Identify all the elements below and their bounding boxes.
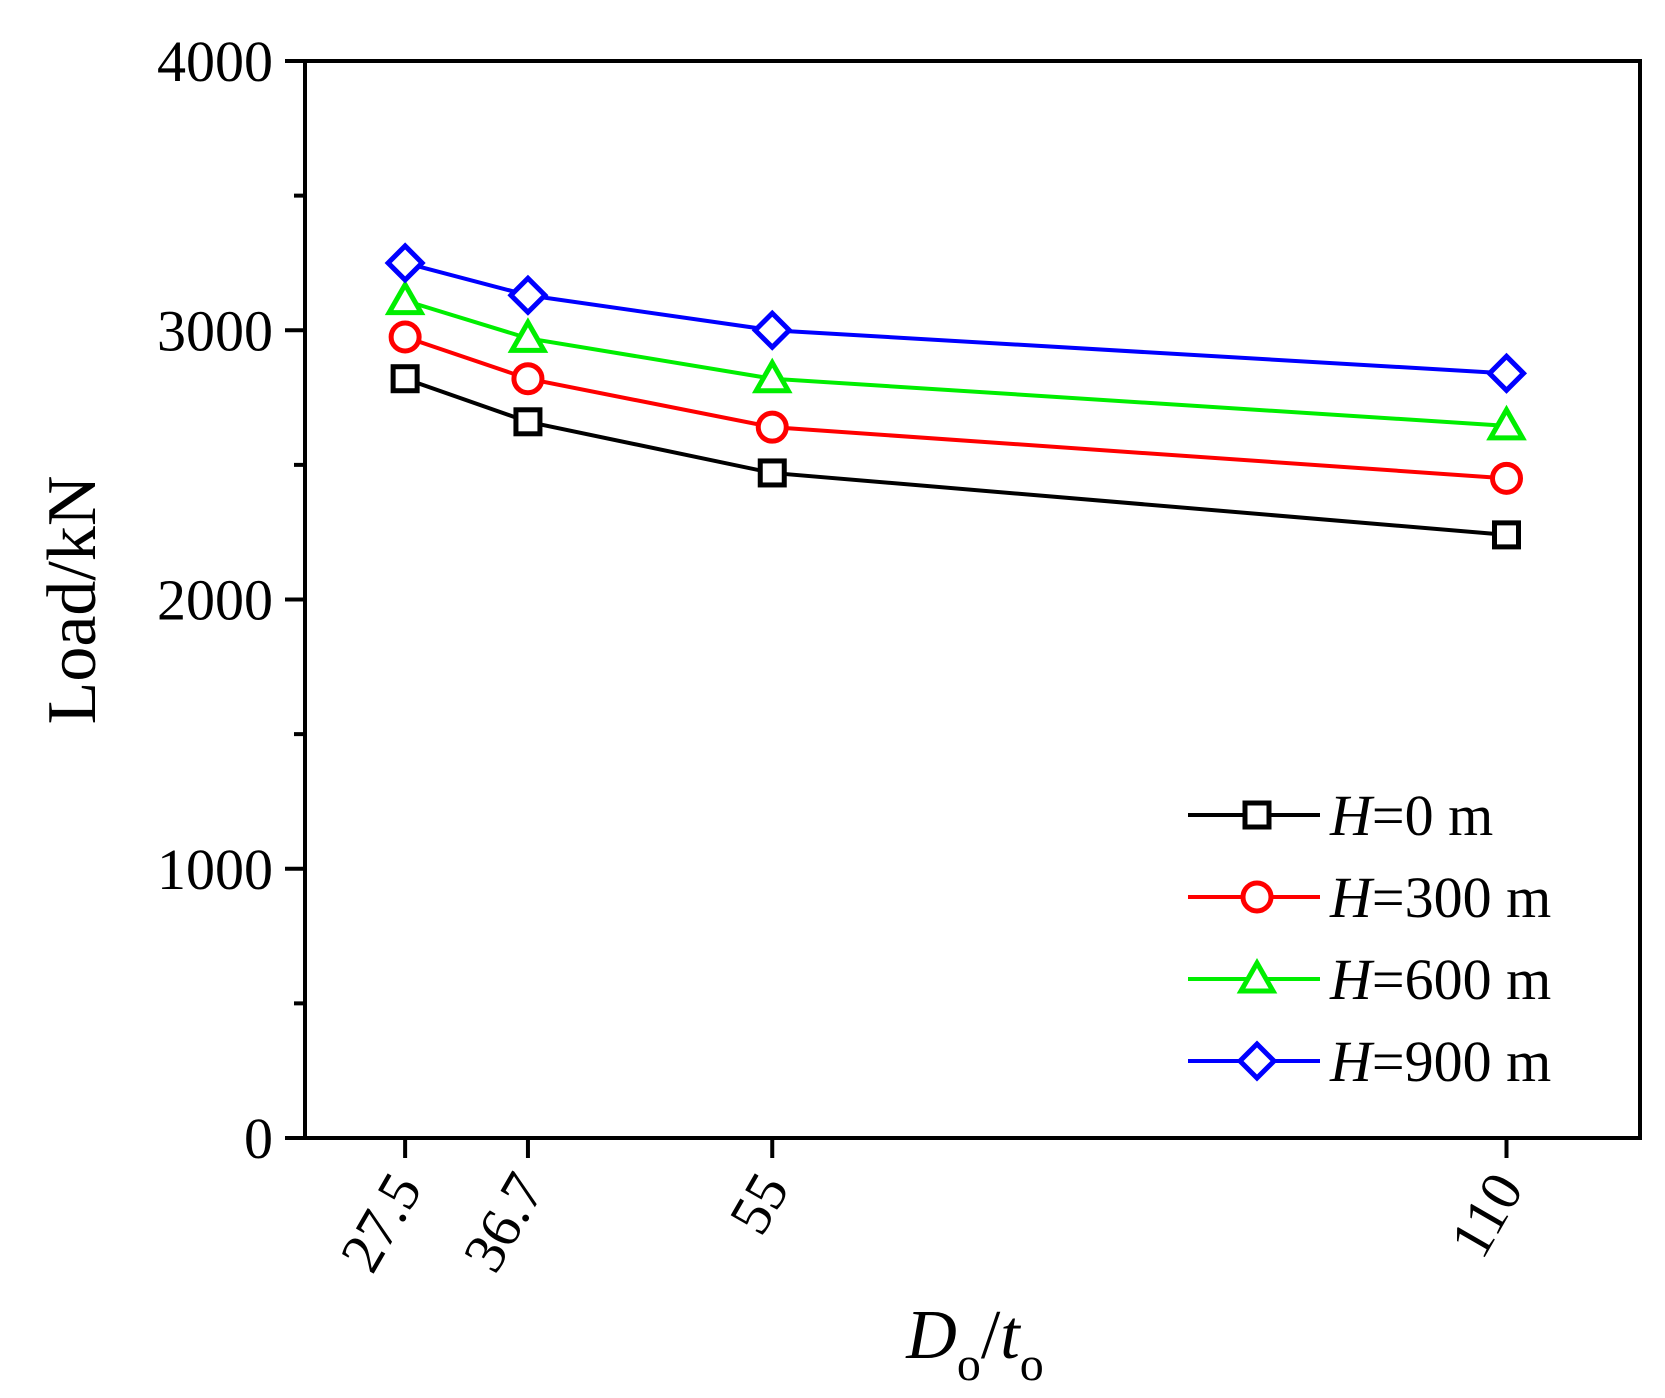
legend: H=0 mH=300 mH=600 mH=900 m [1188,783,1551,1094]
x-axis-title-main: D [905,1297,957,1374]
data-point [1490,461,1523,495]
legend-label-prefix: H [1329,865,1375,930]
y-axis-title: Load/kN [34,476,111,725]
axes-layer: 0 1000 2000 3000 4000 27.5 36.7 55 110 [157,29,1642,1282]
series-line [404,298,1507,428]
legend-entry-3: H=900 m [1188,1029,1551,1094]
x-axis-title-separator: / [981,1297,1001,1374]
legend-label: H=900 m [1329,1029,1551,1094]
x-axis-title-subscript2: o [1020,1338,1044,1391]
legend-entry-2: H=600 m [1188,947,1551,1012]
y-tick-label: 0 [244,1106,273,1171]
data-point [384,242,426,284]
legend-label-suffix: =0 m [1372,783,1493,848]
y-tick-label: 1000 [157,837,273,902]
data-point [751,357,793,394]
data-point [384,279,426,316]
data-point [513,407,543,437]
data-point [1492,520,1521,550]
y-tick-label: 3000 [157,298,273,363]
series-2 [384,279,1527,441]
data-point [757,458,787,488]
data-point [1485,352,1528,394]
series-layer [384,242,1528,550]
legend-label-prefix: H [1329,783,1375,848]
legend-label-suffix: =300 m [1372,865,1551,930]
legend-label: H=300 m [1329,865,1551,930]
legend-entry-1: H=300 m [1188,865,1551,930]
x-axis-title: Do/to [905,1297,1043,1391]
data-point [507,274,549,316]
x-tick-label: 27.5 [327,1162,434,1282]
legend-marker [1240,880,1274,914]
series-0 [390,364,1521,550]
series-1 [388,320,1523,495]
legend-marker [1242,800,1272,830]
legend-label-suffix: =600 m [1372,947,1551,1012]
legend-label-prefix: H [1329,947,1375,1012]
data-point [388,320,422,354]
x-tick-label: 55 [716,1162,801,1245]
x-tick-label: 36.7 [450,1162,557,1282]
x-axis-title-main2: t [1000,1297,1021,1374]
data-point [511,362,545,396]
legend-entry-0: H=0 m [1188,783,1493,848]
data-point [1486,404,1527,441]
data-point [390,364,420,394]
data-point [507,317,549,353]
legend-marker [1236,1040,1278,1082]
y-tick-label: 4000 [157,29,273,94]
series-line [404,335,1507,481]
data-point [751,309,793,351]
x-tick-label: 110 [1437,1162,1536,1268]
series-line [404,376,1507,537]
y-tick-label: 2000 [157,568,273,633]
legend-label: H=0 m [1329,783,1493,848]
x-axis-title-subscript: o [957,1338,981,1391]
data-point [755,410,789,444]
series-line [404,261,1507,376]
legend-marker [1236,957,1278,994]
legend-label: H=600 m [1329,947,1551,1012]
legend-label-prefix: H [1329,1029,1375,1094]
series-3 [384,242,1528,394]
legend-label-suffix: =900 m [1372,1029,1551,1094]
